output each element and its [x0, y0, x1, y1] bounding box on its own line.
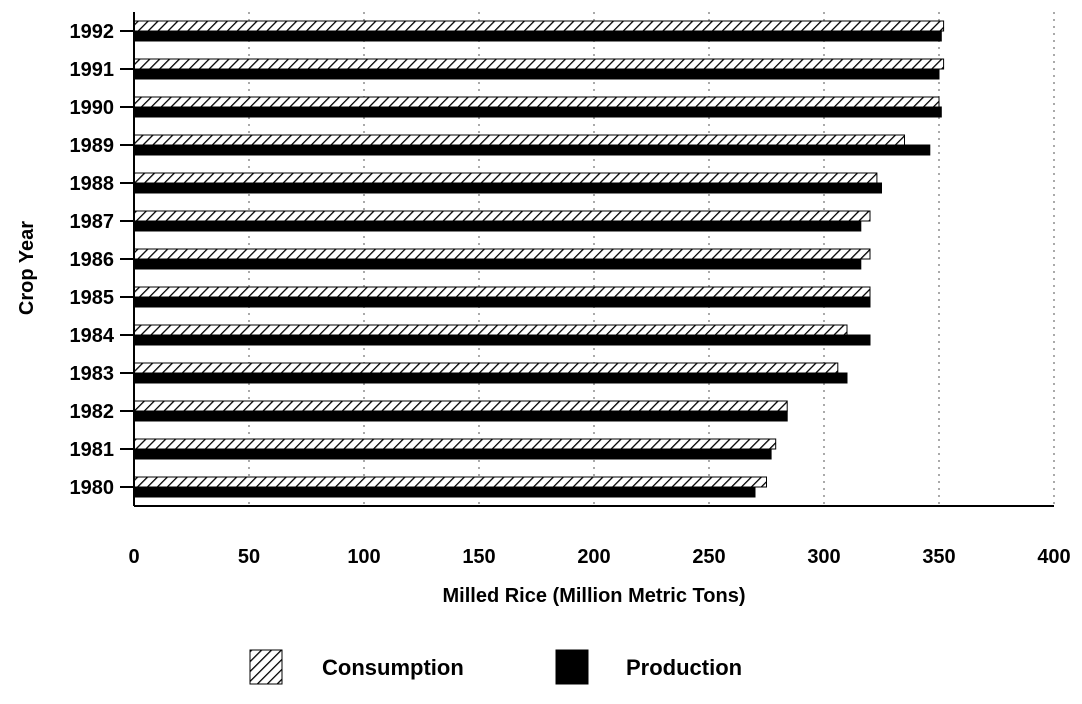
y-tick-label: 1981 [70, 439, 115, 461]
y-axis-title: Crop Year [16, 221, 38, 315]
bar-consumption [133, 438, 777, 450]
bar-consumption [133, 324, 848, 336]
legend-swatch [249, 649, 283, 685]
y-tick-label: 1988 [70, 173, 115, 195]
bar-production [133, 182, 882, 194]
bar-consumption [133, 476, 767, 488]
x-tick-label: 300 [807, 546, 840, 568]
bar-consumption [133, 172, 878, 184]
bar-consumption [133, 210, 871, 222]
y-tick-label: 1983 [70, 363, 115, 385]
legend-label: Production [626, 655, 742, 680]
bar-consumption [133, 58, 945, 70]
legend-swatch [555, 649, 589, 685]
bar-production [133, 68, 940, 80]
bar-production [133, 410, 788, 422]
y-tick-label: 1987 [70, 211, 115, 233]
axes [120, 12, 1054, 507]
bar-consumption [133, 362, 839, 374]
legend: Consumption Production [249, 649, 742, 685]
legend-label: Consumption [322, 655, 464, 680]
y-tick-label: 1990 [70, 97, 115, 119]
x-tick-label: 250 [692, 546, 725, 568]
bars [133, 20, 945, 498]
x-tick-label: 400 [1037, 546, 1070, 568]
bar-production [133, 144, 931, 156]
bar-consumption [133, 20, 945, 32]
bar-production [133, 296, 871, 308]
bar-production [133, 486, 756, 498]
bar-production [133, 372, 848, 384]
bar-consumption [133, 400, 788, 412]
x-axis-title: Milled Rice (Million Metric Tons) [443, 585, 746, 607]
bar-production [133, 448, 772, 460]
bar-production [133, 106, 942, 118]
bar-production [133, 258, 862, 270]
x-tick-label: 0 [128, 546, 139, 568]
y-tick-label: 1986 [70, 249, 115, 271]
bar-production [133, 334, 871, 346]
bar-consumption [133, 248, 871, 260]
legend-consumption: Consumption [249, 649, 464, 685]
x-tick-label: 350 [922, 546, 955, 568]
x-tick-label: 50 [238, 546, 260, 568]
y-tick-label: 1984 [70, 325, 115, 347]
y-tick-label: 1989 [70, 135, 115, 157]
bar-consumption [133, 134, 905, 146]
y-tick-label: 1985 [70, 287, 115, 309]
bar-production [133, 30, 942, 42]
x-tick-label: 150 [462, 546, 495, 568]
bar-consumption [133, 286, 871, 298]
y-tick-label: 1991 [70, 59, 115, 81]
x-tick-label: 100 [347, 546, 380, 568]
y-tick-label: 1982 [70, 401, 115, 423]
x-tick-label: 200 [577, 546, 610, 568]
legend-production: Production [555, 649, 742, 685]
y-tick-label: 1980 [70, 477, 115, 499]
bar-production [133, 220, 862, 232]
y-tick-label: 1992 [70, 21, 115, 43]
bar-consumption [133, 96, 940, 108]
x-tick-labels: 0 50 100 150 200 250 300 350 400 [128, 546, 1070, 568]
y-tick-labels: 1980 1981 1982 1983 1984 1985 1986 1987 1988 1989… [70, 21, 115, 499]
